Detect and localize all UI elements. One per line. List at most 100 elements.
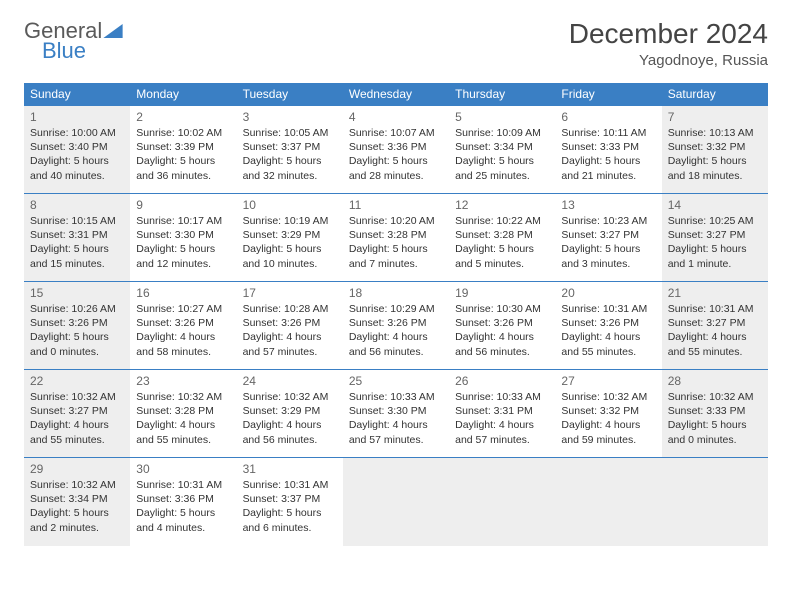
daylight-text: Daylight: 4 hours and 59 minutes. <box>561 418 655 446</box>
sunset-text: Sunset: 3:39 PM <box>136 140 230 154</box>
day-number: 1 <box>30 110 124 124</box>
calendar-cell-empty <box>343 458 449 546</box>
day-number: 9 <box>136 198 230 212</box>
weekday-header: Thursday <box>449 83 555 106</box>
sunrise-text: Sunrise: 10:31 AM <box>668 302 762 316</box>
calendar-cell: 18Sunrise: 10:29 AMSunset: 3:26 PMDaylig… <box>343 282 449 370</box>
calendar-cell: 7Sunrise: 10:13 AMSunset: 3:32 PMDayligh… <box>662 106 768 194</box>
calendar-cell: 13Sunrise: 10:23 AMSunset: 3:27 PMDaylig… <box>555 194 661 282</box>
daylight-text: Daylight: 4 hours and 55 minutes. <box>30 418 124 446</box>
sunset-text: Sunset: 3:27 PM <box>668 228 762 242</box>
sunrise-text: Sunrise: 10:30 AM <box>455 302 549 316</box>
sunrise-text: Sunrise: 10:28 AM <box>243 302 337 316</box>
calendar-row: 1Sunrise: 10:00 AMSunset: 3:40 PMDayligh… <box>24 106 768 194</box>
day-number: 12 <box>455 198 549 212</box>
sunset-text: Sunset: 3:29 PM <box>243 228 337 242</box>
day-number: 11 <box>349 198 443 212</box>
daylight-text: Daylight: 4 hours and 56 minutes. <box>455 330 549 358</box>
daylight-text: Daylight: 5 hours and 25 minutes. <box>455 154 549 182</box>
calendar-cell: 31Sunrise: 10:31 AMSunset: 3:37 PMDaylig… <box>237 458 343 546</box>
sunrise-text: Sunrise: 10:07 AM <box>349 126 443 140</box>
calendar-cell: 10Sunrise: 10:19 AMSunset: 3:29 PMDaylig… <box>237 194 343 282</box>
daylight-text: Daylight: 4 hours and 57 minutes. <box>455 418 549 446</box>
calendar-cell: 9Sunrise: 10:17 AMSunset: 3:30 PMDayligh… <box>130 194 236 282</box>
sunrise-text: Sunrise: 10:32 AM <box>136 390 230 404</box>
sunset-text: Sunset: 3:26 PM <box>243 316 337 330</box>
sunrise-text: Sunrise: 10:15 AM <box>30 214 124 228</box>
calendar-cell: 30Sunrise: 10:31 AMSunset: 3:36 PMDaylig… <box>130 458 236 546</box>
header: GeneralBlue December 2024 Yagodnoye, Rus… <box>24 18 768 69</box>
sunrise-text: Sunrise: 10:22 AM <box>455 214 549 228</box>
calendar-row: 29Sunrise: 10:32 AMSunset: 3:34 PMDaylig… <box>24 458 768 546</box>
daylight-text: Daylight: 5 hours and 18 minutes. <box>668 154 762 182</box>
daylight-text: Daylight: 4 hours and 56 minutes. <box>243 418 337 446</box>
day-number: 19 <box>455 286 549 300</box>
day-number: 14 <box>668 198 762 212</box>
calendar-cell: 16Sunrise: 10:27 AMSunset: 3:26 PMDaylig… <box>130 282 236 370</box>
day-number: 28 <box>668 374 762 388</box>
calendar-cell: 11Sunrise: 10:20 AMSunset: 3:28 PMDaylig… <box>343 194 449 282</box>
calendar-cell-empty <box>555 458 661 546</box>
daylight-text: Daylight: 4 hours and 56 minutes. <box>349 330 443 358</box>
day-number: 27 <box>561 374 655 388</box>
weekday-header: Tuesday <box>237 83 343 106</box>
daylight-text: Daylight: 4 hours and 55 minutes. <box>136 418 230 446</box>
calendar-cell: 28Sunrise: 10:32 AMSunset: 3:33 PMDaylig… <box>662 370 768 458</box>
sunset-text: Sunset: 3:32 PM <box>668 140 762 154</box>
calendar-cell: 21Sunrise: 10:31 AMSunset: 3:27 PMDaylig… <box>662 282 768 370</box>
weekday-header: Sunday <box>24 83 130 106</box>
daylight-text: Daylight: 4 hours and 58 minutes. <box>136 330 230 358</box>
calendar-cell: 6Sunrise: 10:11 AMSunset: 3:33 PMDayligh… <box>555 106 661 194</box>
sunset-text: Sunset: 3:33 PM <box>668 404 762 418</box>
day-number: 8 <box>30 198 124 212</box>
calendar-cell: 15Sunrise: 10:26 AMSunset: 3:26 PMDaylig… <box>24 282 130 370</box>
daylight-text: Daylight: 5 hours and 3 minutes. <box>561 242 655 270</box>
day-number: 7 <box>668 110 762 124</box>
sunrise-text: Sunrise: 10:20 AM <box>349 214 443 228</box>
day-number: 15 <box>30 286 124 300</box>
day-number: 30 <box>136 462 230 476</box>
sunrise-text: Sunrise: 10:32 AM <box>30 390 124 404</box>
calendar-cell: 14Sunrise: 10:25 AMSunset: 3:27 PMDaylig… <box>662 194 768 282</box>
location: Yagodnoye, Russia <box>569 52 768 69</box>
calendar-table: SundayMondayTuesdayWednesdayThursdayFrid… <box>24 83 768 546</box>
sunrise-text: Sunrise: 10:31 AM <box>243 478 337 492</box>
day-number: 13 <box>561 198 655 212</box>
daylight-text: Daylight: 5 hours and 32 minutes. <box>243 154 337 182</box>
sunrise-text: Sunrise: 10:23 AM <box>561 214 655 228</box>
day-number: 18 <box>349 286 443 300</box>
calendar-cell: 2Sunrise: 10:02 AMSunset: 3:39 PMDayligh… <box>130 106 236 194</box>
daylight-text: Daylight: 5 hours and 7 minutes. <box>349 242 443 270</box>
day-number: 4 <box>349 110 443 124</box>
month-title: December 2024 <box>569 18 768 50</box>
daylight-text: Daylight: 5 hours and 1 minute. <box>668 242 762 270</box>
day-number: 21 <box>668 286 762 300</box>
calendar-body: 1Sunrise: 10:00 AMSunset: 3:40 PMDayligh… <box>24 106 768 546</box>
sunset-text: Sunset: 3:29 PM <box>243 404 337 418</box>
daylight-text: Daylight: 5 hours and 5 minutes. <box>455 242 549 270</box>
sunset-text: Sunset: 3:26 PM <box>561 316 655 330</box>
sunset-text: Sunset: 3:28 PM <box>455 228 549 242</box>
sunset-text: Sunset: 3:26 PM <box>349 316 443 330</box>
daylight-text: Daylight: 5 hours and 21 minutes. <box>561 154 655 182</box>
day-number: 10 <box>243 198 337 212</box>
weekday-header-row: SundayMondayTuesdayWednesdayThursdayFrid… <box>24 83 768 106</box>
sunrise-text: Sunrise: 10:11 AM <box>561 126 655 140</box>
title-block: December 2024 Yagodnoye, Russia <box>569 18 768 69</box>
weekday-header: Wednesday <box>343 83 449 106</box>
daylight-text: Daylight: 5 hours and 0 minutes. <box>668 418 762 446</box>
sunrise-text: Sunrise: 10:27 AM <box>136 302 230 316</box>
calendar-cell: 17Sunrise: 10:28 AMSunset: 3:26 PMDaylig… <box>237 282 343 370</box>
day-number: 6 <box>561 110 655 124</box>
sunset-text: Sunset: 3:37 PM <box>243 140 337 154</box>
daylight-text: Daylight: 5 hours and 36 minutes. <box>136 154 230 182</box>
sunset-text: Sunset: 3:32 PM <box>561 404 655 418</box>
calendar-cell: 25Sunrise: 10:33 AMSunset: 3:30 PMDaylig… <box>343 370 449 458</box>
sunset-text: Sunset: 3:30 PM <box>136 228 230 242</box>
logo-text-blue: Blue <box>42 38 123 64</box>
day-number: 20 <box>561 286 655 300</box>
day-number: 22 <box>30 374 124 388</box>
logo: GeneralBlue <box>24 18 123 64</box>
calendar-cell: 29Sunrise: 10:32 AMSunset: 3:34 PMDaylig… <box>24 458 130 546</box>
calendar-cell: 24Sunrise: 10:32 AMSunset: 3:29 PMDaylig… <box>237 370 343 458</box>
